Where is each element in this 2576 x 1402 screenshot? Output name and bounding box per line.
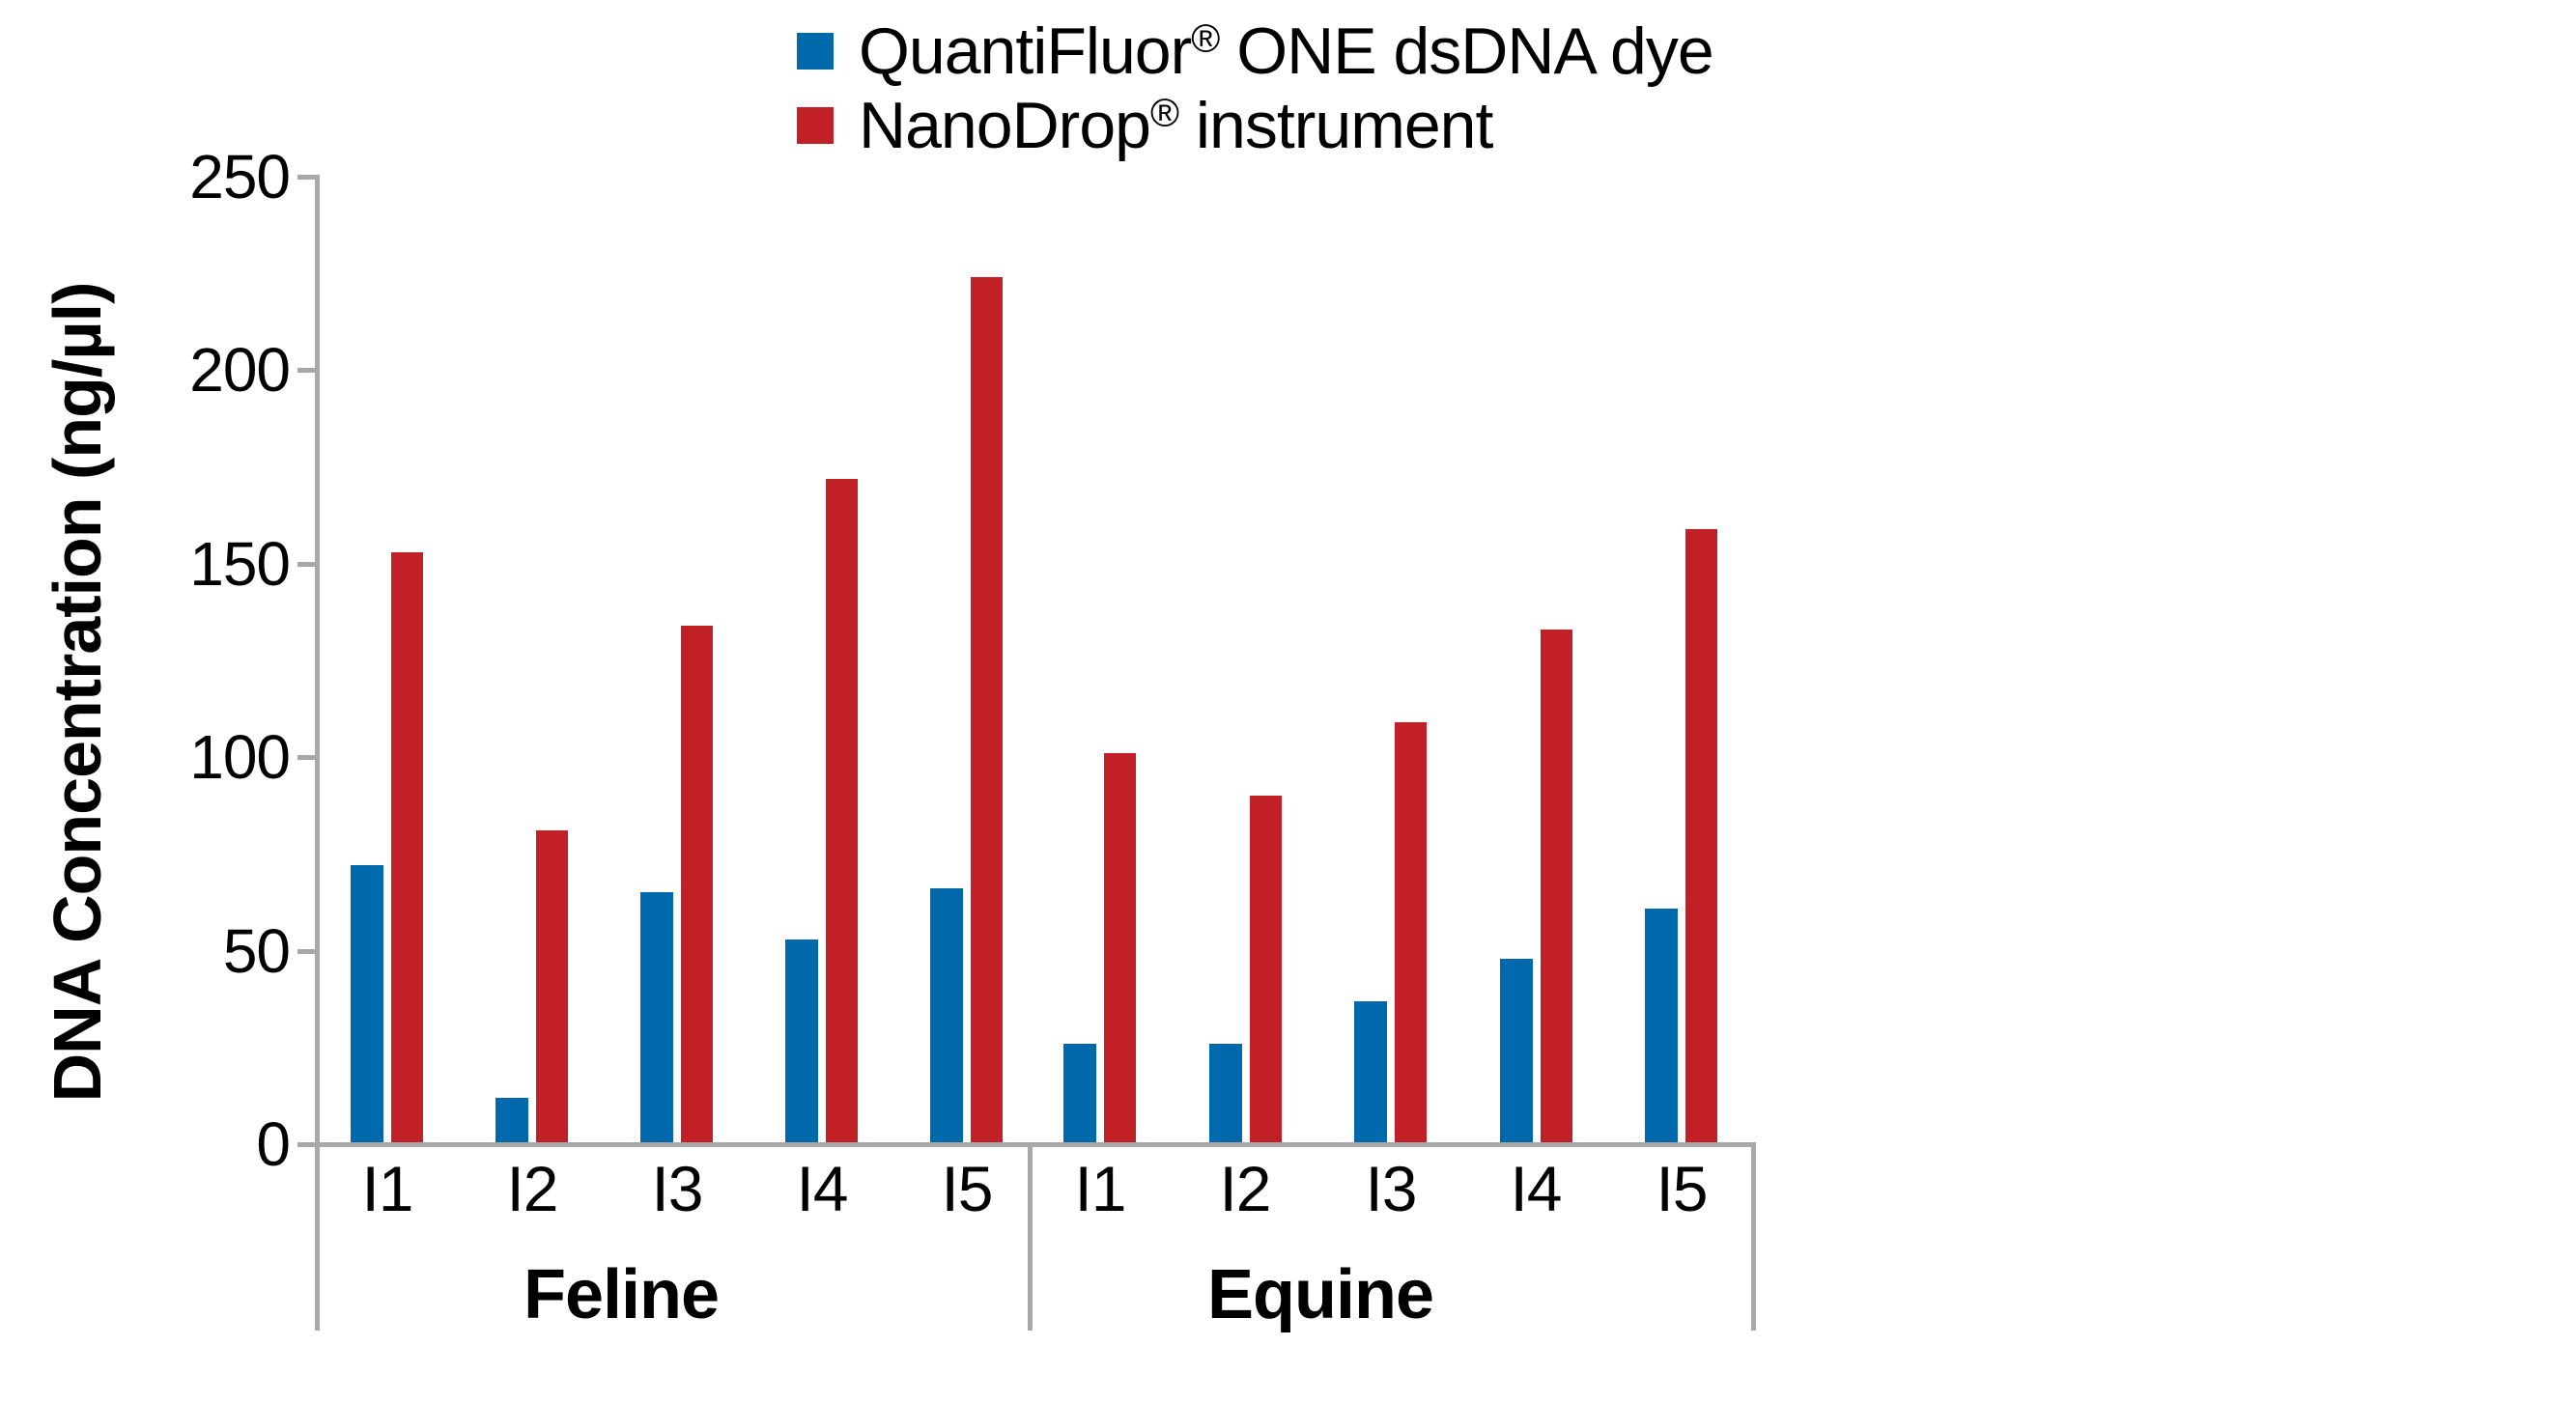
- category-label-feline-i1: I1: [361, 1153, 413, 1224]
- category-label-equine-i5: I5: [1656, 1153, 1708, 1224]
- bar-feline-i5-quantifluor: [930, 888, 963, 1144]
- bar-feline-i3-quantifluor: [640, 892, 673, 1144]
- bar-feline-i5-nanodrop: [971, 277, 1003, 1144]
- y-tick: [297, 368, 320, 373]
- bar-feline-i4-quantifluor: [785, 939, 818, 1144]
- registered-trademark-icon: ®: [1149, 90, 1179, 135]
- bar-equine-i1-nanodrop: [1104, 753, 1136, 1144]
- y-tick: [297, 755, 320, 760]
- y-tick-label: 50: [222, 916, 291, 986]
- x-axis-line: [297, 1142, 1756, 1147]
- bar-equine-i2-nanodrop: [1250, 796, 1282, 1144]
- legend-label-nanodrop-suffix: instrument: [1178, 88, 1493, 162]
- group-label-equine: Equine: [1206, 1256, 1434, 1333]
- group-separator-line: [1028, 1142, 1033, 1331]
- bar-equine-i3-nanodrop: [1395, 722, 1427, 1144]
- group-label-feline: Feline: [523, 1256, 720, 1333]
- y-tick-label: 100: [189, 722, 291, 792]
- bar-feline-i3-nanodrop: [681, 626, 713, 1144]
- bar-equine-i5-quantifluor: [1645, 909, 1678, 1144]
- legend-swatch-quantifluor-icon: [797, 32, 834, 70]
- y-axis-line: [315, 177, 320, 1331]
- bar-equine-i4-quantifluor: [1500, 959, 1533, 1144]
- legend-item-nanodrop: NanoDrop® instrument: [797, 88, 1713, 162]
- bar-equine-i1-quantifluor: [1063, 1044, 1096, 1144]
- y-tick: [297, 949, 320, 954]
- y-tick-label: 0: [256, 1109, 291, 1179]
- legend-label-quantifluor-name: QuantiFluor: [859, 14, 1192, 88]
- legend-swatch-nanodrop-icon: [797, 106, 834, 144]
- bar-feline-i2-quantifluor: [495, 1098, 528, 1144]
- y-tick: [297, 175, 320, 180]
- bar-feline-i1-nanodrop: [391, 552, 423, 1144]
- y-tick: [297, 562, 320, 567]
- bar-equine-i4-nanodrop: [1541, 630, 1572, 1144]
- bar-feline-i1-quantifluor: [351, 865, 383, 1144]
- category-label-equine-i1: I1: [1074, 1153, 1126, 1224]
- y-axis-title: DNA Concentration (ng/µl): [40, 282, 115, 1103]
- category-label-equine-i2: I2: [1219, 1153, 1271, 1224]
- category-label-equine-i3: I3: [1365, 1153, 1417, 1224]
- bar-feline-i2-nanodrop: [536, 830, 568, 1144]
- y-tick-label: 250: [189, 142, 291, 211]
- bar-equine-i2-quantifluor: [1209, 1044, 1242, 1144]
- legend-label-nanodrop-name: NanoDrop: [859, 88, 1151, 162]
- bar-feline-i4-nanodrop: [826, 479, 858, 1144]
- category-label-feline-i5: I5: [941, 1153, 993, 1224]
- registered-trademark-icon: ®: [1191, 15, 1220, 61]
- category-label-feline-i4: I4: [796, 1153, 848, 1224]
- legend-label-quantifluor-suffix: ONE dsDNA dye: [1219, 14, 1713, 88]
- legend: QuantiFluor® ONE dsDNA dye NanoDrop® ins…: [797, 14, 1714, 162]
- legend-label-nanodrop: NanoDrop® instrument: [859, 88, 1493, 163]
- category-label-feline-i3: I3: [651, 1153, 703, 1224]
- category-label-feline-i2: I2: [506, 1153, 558, 1224]
- y-tick-label: 200: [189, 335, 291, 405]
- bar-equine-i3-quantifluor: [1354, 1001, 1387, 1144]
- legend-item-quantifluor: QuantiFluor® ONE dsDNA dye: [797, 14, 1714, 89]
- legend-label-quantifluor: QuantiFluor® ONE dsDNA dye: [859, 14, 1714, 89]
- axis-right-end-line: [1751, 1142, 1756, 1331]
- y-tick-label: 150: [189, 529, 291, 599]
- bar-equine-i5-nanodrop: [1685, 529, 1717, 1144]
- category-label-equine-i4: I4: [1510, 1153, 1562, 1224]
